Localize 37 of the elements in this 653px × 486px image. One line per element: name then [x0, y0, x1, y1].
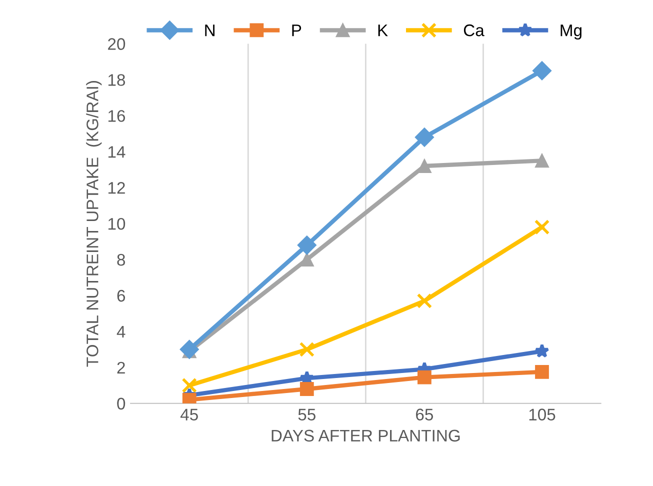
x-tick-label: 45: [180, 408, 198, 420]
y-tick-label: 12: [108, 182, 125, 194]
y-tick-label: 16: [108, 110, 126, 122]
point: [534, 344, 550, 358]
x-tick-label: 55: [298, 408, 316, 420]
point: [180, 340, 199, 359]
y-tick-label: 14: [108, 146, 126, 158]
point: [418, 159, 432, 173]
y-tick-label: 2: [117, 362, 125, 374]
x-axis-title: DAYS AFTER PLANTING: [272, 430, 460, 442]
point: [532, 61, 552, 80]
point: [299, 342, 315, 358]
point: [534, 220, 550, 235]
legend-label: P: [292, 24, 302, 36]
y-tick-label: 10: [108, 218, 126, 230]
y-axis-title: TOTAL NUTREINT UPTAKE (KG/RAI): [86, 81, 102, 367]
legend-label: Ca: [464, 24, 484, 36]
point: [300, 382, 314, 396]
y-tick-label: 6: [117, 290, 126, 302]
point: [414, 128, 434, 147]
legend-label: N: [205, 24, 214, 36]
legend-label: K: [378, 24, 388, 36]
y-tick-label: 0: [117, 398, 126, 410]
point: [416, 293, 432, 309]
y-tick-label: 8: [117, 254, 126, 266]
point: [182, 378, 198, 394]
y-tick-label: 4: [116, 326, 126, 338]
y-tick-label: 20: [108, 38, 126, 50]
legend-label: Mg: [560, 24, 582, 40]
point: [418, 370, 432, 384]
point: [535, 154, 549, 168]
point: [300, 252, 314, 266]
x-tick-label: 65: [416, 408, 434, 420]
point: [535, 364, 549, 379]
point: [297, 236, 316, 255]
y-tick-label: 18: [108, 74, 126, 86]
x-tick-label: 105: [529, 408, 556, 420]
